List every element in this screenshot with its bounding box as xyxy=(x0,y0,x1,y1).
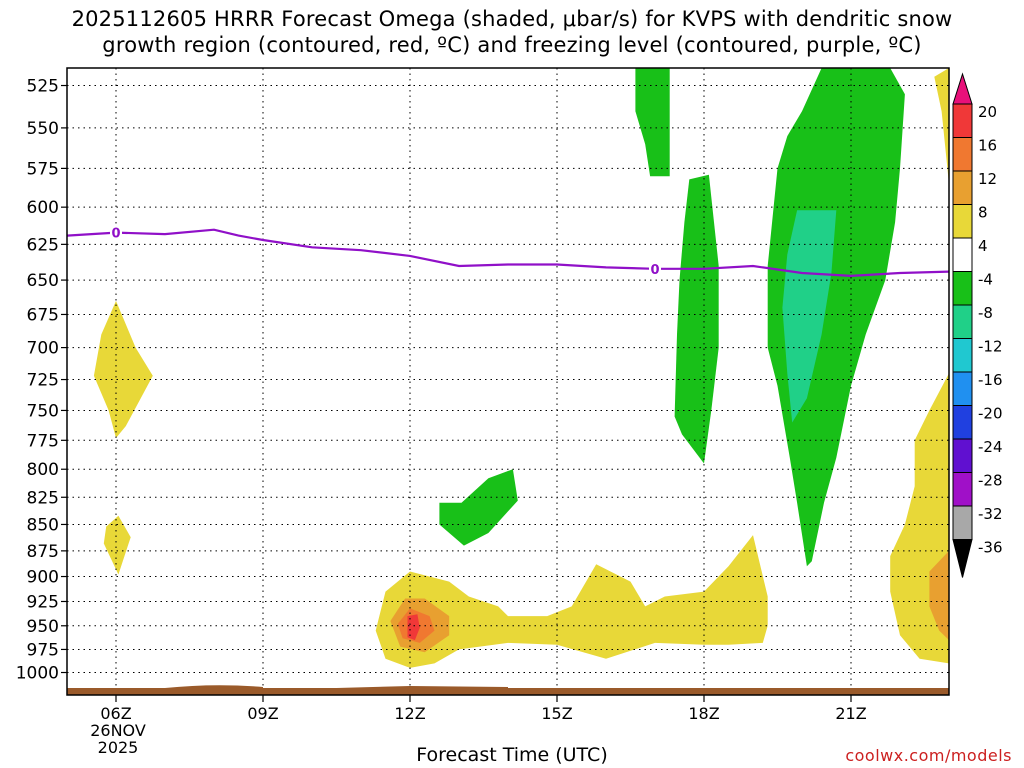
y-tick-label-900: 900 xyxy=(27,568,59,588)
omega-region-2 xyxy=(375,535,768,668)
colorbar-label-3: 8 xyxy=(978,204,988,222)
colorbar-label-9: -20 xyxy=(978,405,1003,423)
plot-frame xyxy=(66,67,950,696)
y-tick-label-775: 775 xyxy=(27,431,59,451)
grid-lines xyxy=(67,68,949,695)
colorbar-band-4 xyxy=(952,204,973,239)
y-tick-label-550: 550 xyxy=(27,119,59,139)
terrain-strip xyxy=(67,688,949,695)
colorbar-label-13: -36 xyxy=(978,539,1003,557)
y-tick-label-575: 575 xyxy=(27,159,59,179)
freezing-level-line xyxy=(66,228,950,278)
omega-region-11 xyxy=(767,68,905,567)
y-tick-label-875: 875 xyxy=(27,542,59,562)
colorbar-label-2: 12 xyxy=(978,170,997,188)
colorbar-band-6 xyxy=(952,271,973,306)
colorbar-band-12 xyxy=(952,472,973,507)
x-tick-label-18Z: 18Z xyxy=(688,704,719,723)
x-tick-label-21Z: 21Z xyxy=(835,704,866,723)
y-tick-label-725: 725 xyxy=(27,371,59,391)
chart-title: 2025112605 HRRR Forecast Omega (shaded, … xyxy=(0,6,1024,58)
x-tick-label-09Z: 09Z xyxy=(247,704,278,723)
y-tick-label-800: 800 xyxy=(27,460,59,480)
terrain-bar xyxy=(67,685,949,695)
colorbar-label-11: -28 xyxy=(978,472,1003,490)
chart-title-line-2: growth region (contoured, red, ºC) and f… xyxy=(102,33,922,57)
y-tick-label-675: 675 xyxy=(27,305,59,325)
chart-title-line-1: 2025112605 HRRR Forecast Omega (shaded, … xyxy=(71,7,953,31)
y-tick-label-625: 625 xyxy=(27,235,59,255)
colorbar-label-10: -24 xyxy=(978,438,1003,456)
colorbar-band-3 xyxy=(952,170,973,205)
y-tick-label-950: 950 xyxy=(27,617,59,637)
omega-region-8 xyxy=(929,550,949,641)
colorbar-label-7: -12 xyxy=(978,338,1003,356)
colorbar-band-5 xyxy=(952,237,973,272)
x-tick-label-15Z: 15Z xyxy=(541,704,572,723)
colorbar-band-2 xyxy=(952,137,973,172)
colorbar-bottom-arrow xyxy=(952,539,973,578)
freezing-level-label-bg xyxy=(649,260,661,277)
colorbar-band-11 xyxy=(952,438,973,473)
freezing-level-label-bg xyxy=(110,224,122,241)
colorbar-label-5: -4 xyxy=(978,271,993,289)
x-axis: 06Z 09Z 12Z 15Z 18Z 21Z xyxy=(100,695,867,723)
omega-region-5 xyxy=(407,614,420,641)
date-label-day: 26NOV xyxy=(90,721,146,740)
colorbar-label-1: 16 xyxy=(978,137,997,155)
colorbar-label-6: -8 xyxy=(978,304,993,322)
colorbar-band-10 xyxy=(952,405,973,440)
omega-region-7 xyxy=(934,68,949,185)
colorbar-band-13 xyxy=(952,505,973,540)
omega-region-0 xyxy=(93,300,153,438)
omega-region-1 xyxy=(103,515,131,575)
terrain-bump-2 xyxy=(336,686,508,688)
colorbar-label-8: -16 xyxy=(978,371,1003,389)
omega-region-10 xyxy=(674,174,719,464)
terrain-bump xyxy=(165,685,263,688)
x-tick-label-12Z: 12Z xyxy=(394,704,425,723)
freezing-level-label-0: 0 xyxy=(111,227,120,242)
y-tick-label-825: 825 xyxy=(27,488,59,508)
colorbar-band-1 xyxy=(952,103,973,138)
colorbar-band-7 xyxy=(952,304,973,339)
omega-region-9 xyxy=(635,68,670,177)
date-label-year: 2025 xyxy=(97,738,139,757)
y-tick-label-700: 700 xyxy=(27,339,59,359)
omega-region-13 xyxy=(439,469,518,546)
colorbar: 20 16 12 8 4 -4 -8 -12 -16 -20 -24 -28 -32 -36 xyxy=(952,72,1003,578)
colorbar-top-arrow xyxy=(952,72,973,105)
omega-shading xyxy=(93,68,949,668)
freezing-level-label-1: 0 xyxy=(650,263,659,278)
x-tick-label-06Z: 06Z xyxy=(100,704,131,723)
omega-region-12 xyxy=(782,210,837,423)
colorbar-label-12: -32 xyxy=(978,505,1003,523)
watermark: coolwx.com/models xyxy=(845,746,1012,765)
y-tick-label-525: 525 xyxy=(27,77,59,97)
y-tick-label-1000: 1000 xyxy=(16,664,59,684)
y-tick-label-925: 925 xyxy=(27,592,59,612)
freezing-level-contour: 00 xyxy=(66,224,950,278)
y-tick-label-850: 850 xyxy=(27,515,59,535)
y-tick-label-975: 975 xyxy=(27,640,59,660)
x-axis-title: Forecast Time (UTC) xyxy=(416,744,608,766)
y-tick-label-750: 750 xyxy=(27,401,59,421)
colorbar-band-9 xyxy=(952,371,973,406)
y-axis: 525 550 575 600 625 650 675 700 725 750 775 800 825 8… xyxy=(16,77,67,684)
date-label: 26NOV 2025 xyxy=(68,722,168,756)
colorbar-band-8 xyxy=(952,338,973,373)
y-tick-label-650: 650 xyxy=(27,271,59,291)
y-tick-label-600: 600 xyxy=(27,198,59,218)
colorbar-label-4: 4 xyxy=(978,237,988,255)
colorbar-label-0: 20 xyxy=(978,103,997,121)
